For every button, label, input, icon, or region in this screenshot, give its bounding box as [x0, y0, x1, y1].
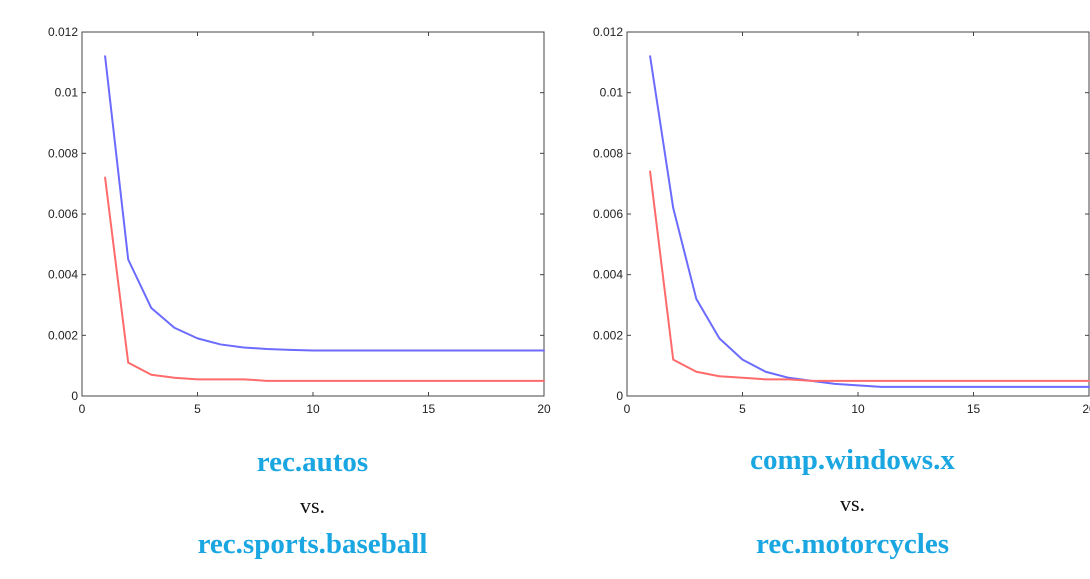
- series-line-1: [104, 55, 545, 352]
- line-chart-left: 0 5 10 15 20 0 0.002 0.004 0.006 0.008 0.01 0.012: [48, 25, 551, 416]
- x-tick-label: 0: [79, 402, 86, 416]
- caption-right-top: comp.windows.x: [750, 444, 955, 476]
- chart-panel-left: 0 5 10 15 20 0 0.002 0.004 0.006 0.008 0.01 0.012 r…: [48, 25, 551, 560]
- y-tick-label: 0.008: [593, 146, 623, 160]
- y-tick-label: 0.006: [593, 207, 623, 221]
- y-tick-label: 0.01: [600, 86, 624, 100]
- y-tick-label: 0.004: [48, 268, 78, 282]
- caption-right-bottom: rec.motorcycles: [756, 528, 949, 560]
- y-tick-label: 0.002: [48, 328, 78, 342]
- line-chart-right: 0 5 10 15 20 0 0.002 0.004 0.006 0.008 0.01 0.012: [593, 25, 1090, 416]
- x-tick-label: 15: [967, 402, 981, 416]
- y-tick-label: 0: [616, 389, 623, 403]
- chart-panel-right: 0 5 10 15 20 0 0.002 0.004 0.006 0.008 0.01 0.012 c…: [545, 0, 1090, 579]
- y-tick-label: 0.012: [593, 25, 623, 39]
- plot-area-frame: [626, 31, 1090, 397]
- caption-left-vs: vs.: [299, 493, 326, 518]
- y-tick-label: 0.01: [55, 86, 79, 100]
- series-line-2: [104, 176, 545, 382]
- x-tick-label: 20: [537, 402, 551, 416]
- caption-right-vs: vs.: [839, 491, 866, 516]
- x-tick-label: 5: [194, 402, 201, 416]
- caption-left-bottom: rec.sports.baseball: [197, 528, 428, 560]
- y-tick-label: 0: [71, 389, 78, 403]
- x-tick-label: 5: [739, 402, 746, 416]
- x-tick-label: 15: [422, 402, 436, 416]
- x-tick-label: 10: [851, 402, 865, 416]
- series-line-2: [649, 170, 1090, 382]
- y-tick-label: 0.008: [48, 146, 78, 160]
- plot-area-frame: [81, 31, 545, 397]
- y-tick-label: 0.006: [48, 207, 78, 221]
- x-tick-label: 10: [306, 402, 320, 416]
- y-tick-label: 0.002: [593, 328, 623, 342]
- series-line-1: [649, 55, 1090, 388]
- x-tick-label: 0: [624, 402, 631, 416]
- caption-left-top: rec.autos: [256, 446, 369, 478]
- x-tick-label: 20: [1082, 402, 1090, 416]
- y-tick-label: 0.012: [48, 25, 78, 39]
- y-tick-label: 0.004: [593, 268, 623, 282]
